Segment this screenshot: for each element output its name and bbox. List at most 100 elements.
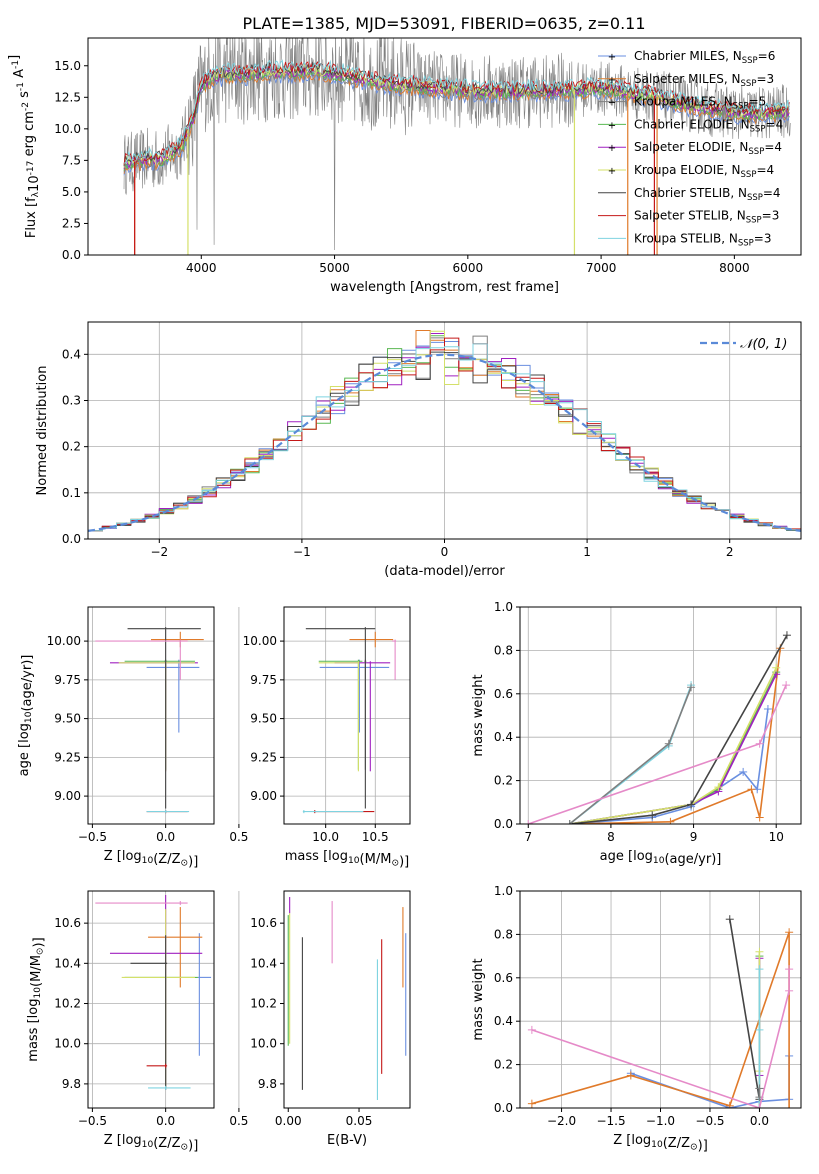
- legend-label-tail: =3: [762, 209, 780, 223]
- legend-label-sub: SSP: [748, 147, 764, 157]
- label-superscript: -1: [11, 60, 21, 69]
- spectrum-panel: + Chabrier MILES, NSSP=6+ Salpeter MILES, …: [7, 37, 802, 295]
- legend-label-sub: SSP: [750, 124, 766, 134]
- weight-line: [531, 969, 790, 1108]
- y-tick-label: 0.3: [62, 393, 81, 407]
- x-tick-label: 0.0: [156, 830, 175, 844]
- x-tick-label: 10: [769, 830, 784, 844]
- label-superscript: -17: [26, 160, 36, 175]
- legend-label-tail: =4: [756, 163, 774, 177]
- plot-area: [95, 895, 212, 1090]
- y-tick-label: 0.6: [494, 971, 513, 985]
- label-text: (Z/Z: [153, 852, 180, 867]
- gaussian-curve: [88, 353, 801, 532]
- legend-label-tail: =3: [756, 72, 774, 86]
- x-tick-label: 7000: [586, 261, 617, 275]
- y-tick-label: 0.8: [494, 643, 513, 657]
- label-text: )]: [32, 937, 47, 947]
- x-tick-label: 10.0: [312, 830, 339, 844]
- label-subscript: 10: [33, 987, 43, 999]
- weight-vs-metallicity-panel: −2.0 −1.5 −1.0 −0.5 0.0 0.0 0.2 0.4 0.6 0.8 1.0 Z […: [471, 884, 802, 1154]
- legend-label-tail: =4: [766, 117, 784, 131]
- legend-label-sub: SSP: [746, 216, 762, 226]
- label-subscript: ⊙: [690, 1143, 698, 1153]
- legend-label-main: Chabrier STELIB, N: [634, 186, 747, 200]
- label-text: (M/M: [29, 955, 44, 987]
- plot-area: [95, 627, 204, 814]
- label-text: wavelength [Angstrom, rest frame]: [330, 280, 559, 295]
- x-tick-label: 8: [607, 830, 615, 844]
- y-tick-label: 9.00: [250, 789, 277, 803]
- label-text: ]: [7, 55, 22, 60]
- label-text: 10: [27, 175, 42, 192]
- y-tick-label: 10.0: [250, 1037, 277, 1051]
- y-tick-label: 10.2: [54, 997, 81, 1011]
- y-tick-label: 0.1: [62, 486, 81, 500]
- label-text: )]: [188, 1139, 198, 1154]
- figure-title: PLATE=1385, MJD=53091, FIBERID=0635, z=0…: [242, 14, 645, 33]
- x-tick-label: −0.5: [695, 1114, 724, 1128]
- y-tick-label: 0.2: [494, 1058, 513, 1072]
- label-text: mass [log: [26, 999, 41, 1062]
- y-tick-label: 10.00: [243, 634, 277, 648]
- x-tick-label: 0.5: [229, 1114, 248, 1128]
- label-text: (Z/Z: [153, 1136, 180, 1151]
- y-tick-label: 10.0: [54, 1037, 81, 1051]
- label-text: (M/M: [360, 852, 392, 867]
- label-subscript: ⊙: [391, 859, 399, 869]
- x-tick-label: −1.0: [646, 1114, 675, 1128]
- legend-label-sub: SSP: [733, 102, 749, 112]
- x-tick-label: 5000: [319, 261, 350, 275]
- legend-label-main: Chabrier MILES, N: [634, 49, 742, 63]
- axes-frame: [283, 890, 411, 1109]
- x-axis-label: wavelength [Angstrom, rest frame]: [330, 280, 559, 295]
- label-text: Z [log: [104, 1133, 142, 1148]
- x-tick-label: −2.0: [547, 1114, 576, 1128]
- plot-area: [527, 915, 794, 1108]
- y-tick-label: 9.00: [54, 789, 81, 803]
- label-text: (age/yr)]: [664, 852, 721, 867]
- residuals-panel: 𝒩(0, 1) −2 −1 0 1 2 0.0 0.1 0.2 0.3 0.4 (data-model…: [35, 321, 802, 579]
- label-subscript: 10: [24, 711, 34, 723]
- y-tick-label: 9.25: [54, 750, 81, 764]
- y-tick-label: 0.4: [494, 1014, 513, 1028]
- legend-label-tail: =6: [758, 49, 776, 63]
- weight-line: [569, 667, 777, 824]
- legend-label-tail: =3: [754, 231, 772, 245]
- y-tick-label: 9.25: [250, 750, 277, 764]
- x-tick-label: 8000: [719, 261, 750, 275]
- weight-line: [569, 634, 788, 824]
- x-tick-label: 0.5: [229, 830, 248, 844]
- x-tick-label: 7: [524, 830, 532, 844]
- label-subscript: λ: [31, 191, 41, 197]
- y-tick-label: 2.5: [62, 216, 81, 230]
- label-text: Z [log: [104, 849, 142, 864]
- label-text: Normed distribution: [35, 366, 50, 496]
- axes-frame: [519, 606, 802, 825]
- x-axis-label: E(B-V): [327, 1133, 367, 1148]
- legend-marker: +: [608, 75, 616, 86]
- plot-area: [123, 38, 791, 255]
- legend-label: Salpeter ELODIE, NSSP=4: [634, 140, 782, 157]
- label-text: )]: [698, 1139, 708, 1154]
- y-tick-label: 0.0: [62, 248, 81, 262]
- legend-label-sub: SSP: [741, 170, 757, 180]
- y-tick-label: 0.4: [62, 347, 81, 361]
- y-tick-label: 9.75: [250, 673, 277, 687]
- y-tick-label: 0.0: [494, 817, 513, 831]
- y-tick-label: 0.2: [62, 440, 81, 454]
- x-axis-label: (data-model)/error: [384, 564, 505, 579]
- legend-label: Salpeter STELIB, NSSP=3: [634, 209, 779, 226]
- legend-label: Salpeter MILES, NSSP=3: [634, 72, 774, 89]
- y-tick-label: 0.6: [494, 687, 513, 701]
- label-text: mass weight: [471, 958, 486, 1040]
- x-axis-label: Z [log10(Z/Z⊙)]: [613, 1133, 708, 1154]
- x-axis-label: Z [log10(Z/Z⊙)]: [104, 849, 199, 870]
- plot-area: [302, 627, 397, 814]
- label-superscript: -1: [16, 82, 26, 91]
- y-tick-label: 9.50: [250, 712, 277, 726]
- legend-label: Chabrier STELIB, NSSP=4: [634, 186, 781, 203]
- y-tick-label: 0.0: [494, 1101, 513, 1115]
